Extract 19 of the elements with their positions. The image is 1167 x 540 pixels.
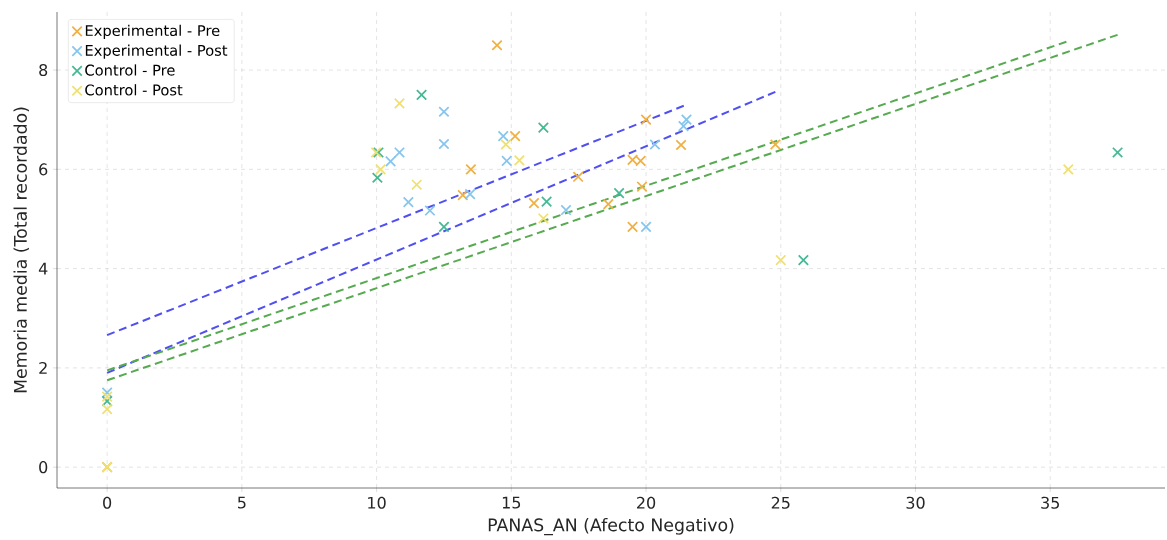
y-axis-title: Memoria media (Total recordado) xyxy=(13,107,29,393)
x-tick-label: 25 xyxy=(771,496,790,509)
x-tick-label: 30 xyxy=(906,496,925,509)
y-tick-label: 6 xyxy=(39,163,48,176)
x-axis-title: PANAS_AN (Afecto Negativo) xyxy=(488,517,734,536)
x-tick-label: 35 xyxy=(1041,496,1059,509)
x-tick-label: 10 xyxy=(368,496,386,509)
legend-label: Control - Pre xyxy=(85,64,175,76)
x-tick-label: 5 xyxy=(238,496,246,509)
legend-label: Experimental - Post xyxy=(85,44,228,59)
y-tick-label: 2 xyxy=(39,361,47,374)
y-tick-label: 4 xyxy=(38,262,48,275)
legend-label: Experimental - Pre xyxy=(85,24,220,39)
legend-label: Control - Post xyxy=(85,84,183,96)
y-tick-label: 0 xyxy=(39,461,48,474)
y-tick-label: 8 xyxy=(39,64,48,77)
x-tick-label: 0 xyxy=(103,496,112,509)
x-tick-label: 20 xyxy=(637,496,656,509)
x-tick-label: 15 xyxy=(502,496,521,509)
